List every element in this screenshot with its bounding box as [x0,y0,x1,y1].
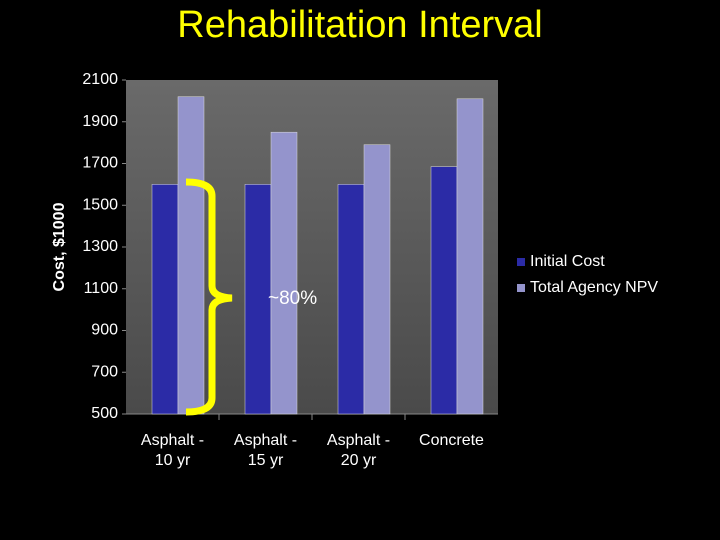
y-tick-label: 1500 [82,196,118,213]
y-tick-label: 1900 [82,113,118,130]
y-tick-label: 700 [91,363,118,380]
bar [151,184,179,415]
annotation: ~80% [268,288,317,309]
bar [363,144,391,415]
y-axis-label: Cost, $1000 [51,202,68,291]
bar [270,131,298,415]
legend-swatch [517,284,525,292]
x-tick-label: Asphalt -20 yr [327,432,390,469]
y-tick-label: 1300 [82,238,118,255]
bar [456,98,484,415]
x-tick-label: Asphalt -10 yr [141,432,204,469]
y-tick-label: 1100 [84,280,119,297]
bar [244,184,272,415]
y-tick-label: 900 [91,322,118,339]
y-tick-label: 1700 [82,155,118,172]
brace [185,178,233,416]
legend-label: Initial Cost [530,253,605,270]
legend-label: Total Agency NPV [530,279,658,296]
y-tick-label: 2100 [82,71,118,88]
legend-swatch [517,258,525,266]
bar [337,184,365,415]
bar [177,96,205,415]
y-tick-label: 500 [91,405,118,422]
x-tick-label: Asphalt -15 yr [234,432,297,469]
bar [430,166,458,415]
chart-title: Rehabilitation Interval [177,4,542,46]
x-tick-label: Concrete [419,432,484,449]
